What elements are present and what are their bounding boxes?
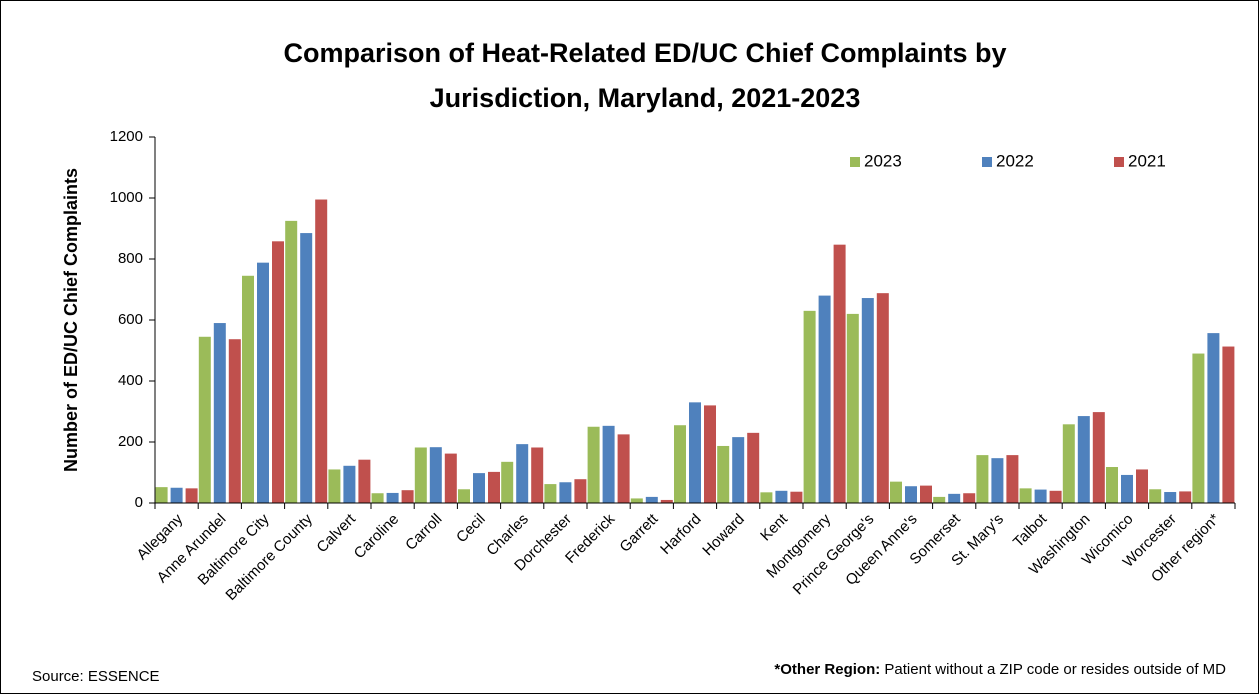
bar <box>890 481 902 503</box>
bar <box>617 434 630 503</box>
bar <box>1222 346 1235 503</box>
bar <box>343 465 356 503</box>
bar <box>674 425 686 503</box>
bar <box>516 444 529 503</box>
y-tick-label: 600 <box>118 311 143 328</box>
bar <box>1062 424 1075 503</box>
bar <box>185 488 198 503</box>
bar <box>1207 333 1220 503</box>
bar <box>861 298 874 503</box>
bar <box>963 493 976 503</box>
bar <box>602 425 615 503</box>
footnote: *Other Region: Patient without a ZIP cod… <box>774 661 1226 678</box>
chart-title: Jurisdiction, Maryland, 2021-2023 <box>430 83 861 113</box>
bar <box>1034 489 1047 503</box>
bar <box>1006 455 1019 503</box>
bar <box>315 199 328 503</box>
bar <box>544 484 557 503</box>
legend-swatch <box>982 157 992 167</box>
bar <box>257 262 269 503</box>
bar <box>358 459 371 503</box>
legend-label: 2022 <box>996 151 1034 170</box>
bar <box>213 323 226 503</box>
bar <box>905 486 917 503</box>
bar <box>747 432 760 503</box>
bar <box>242 275 254 503</box>
bar <box>272 241 284 503</box>
bar <box>991 458 1004 503</box>
bar <box>473 473 485 503</box>
bar <box>371 493 384 503</box>
bar <box>803 310 816 503</box>
bar <box>587 426 600 503</box>
bar <box>818 295 831 503</box>
bar <box>833 244 846 504</box>
legend-label: 2021 <box>1128 151 1166 170</box>
bar <box>717 445 730 503</box>
bar <box>300 233 313 503</box>
y-tick-label: 1200 <box>110 128 143 145</box>
bar <box>689 402 701 503</box>
bar <box>458 489 470 503</box>
legend-swatch <box>850 157 860 167</box>
bar <box>1136 469 1148 503</box>
bar <box>876 293 889 503</box>
y-tick-label: 800 <box>118 250 143 267</box>
bar <box>630 498 643 503</box>
bar <box>444 453 457 503</box>
y-tick-label: 0 <box>135 494 143 511</box>
bar <box>155 487 168 503</box>
bar <box>170 487 183 503</box>
bar <box>1164 492 1177 503</box>
bar <box>1077 416 1090 503</box>
y-tick-label: 1000 <box>110 189 143 206</box>
footnote-label: *Other Region: <box>774 661 880 678</box>
bar <box>488 471 500 503</box>
bar <box>1092 412 1105 503</box>
legend-label: 2023 <box>864 151 902 170</box>
bar <box>920 485 932 503</box>
bar <box>790 491 803 503</box>
bar <box>732 437 745 503</box>
bar <box>1192 353 1205 503</box>
bar <box>1179 491 1192 503</box>
bar <box>948 493 961 503</box>
footnote-text: Patient without a ZIP code or resides ou… <box>884 661 1226 678</box>
bar <box>1049 490 1062 503</box>
bar <box>775 490 788 503</box>
bar <box>574 479 587 503</box>
bar <box>198 336 211 503</box>
bar <box>429 447 442 503</box>
bar <box>285 220 298 503</box>
bar <box>704 405 716 503</box>
bar <box>1121 474 1133 503</box>
bar <box>531 447 544 503</box>
bar <box>933 496 946 503</box>
y-axis-title: Number of ED/UC Chief Complaints <box>61 168 81 472</box>
bar <box>414 447 427 503</box>
bar <box>1106 467 1118 503</box>
bar <box>401 490 414 503</box>
bar <box>645 496 658 503</box>
bar <box>559 482 572 503</box>
bar <box>1019 488 1032 503</box>
bar <box>760 492 773 503</box>
bar <box>660 499 673 503</box>
bar <box>501 461 514 503</box>
bar <box>386 492 399 503</box>
bar <box>228 339 241 503</box>
y-tick-label: 400 <box>118 372 143 389</box>
legend-swatch <box>1114 157 1124 167</box>
bar <box>328 469 341 503</box>
bar <box>846 313 859 503</box>
bar <box>976 455 989 503</box>
y-tick-label: 200 <box>118 433 143 450</box>
source: Source: ESSENCE <box>32 668 160 685</box>
bar <box>1149 489 1162 503</box>
chart-title: Comparison of Heat-Related ED/UC Chief C… <box>283 38 1006 68</box>
